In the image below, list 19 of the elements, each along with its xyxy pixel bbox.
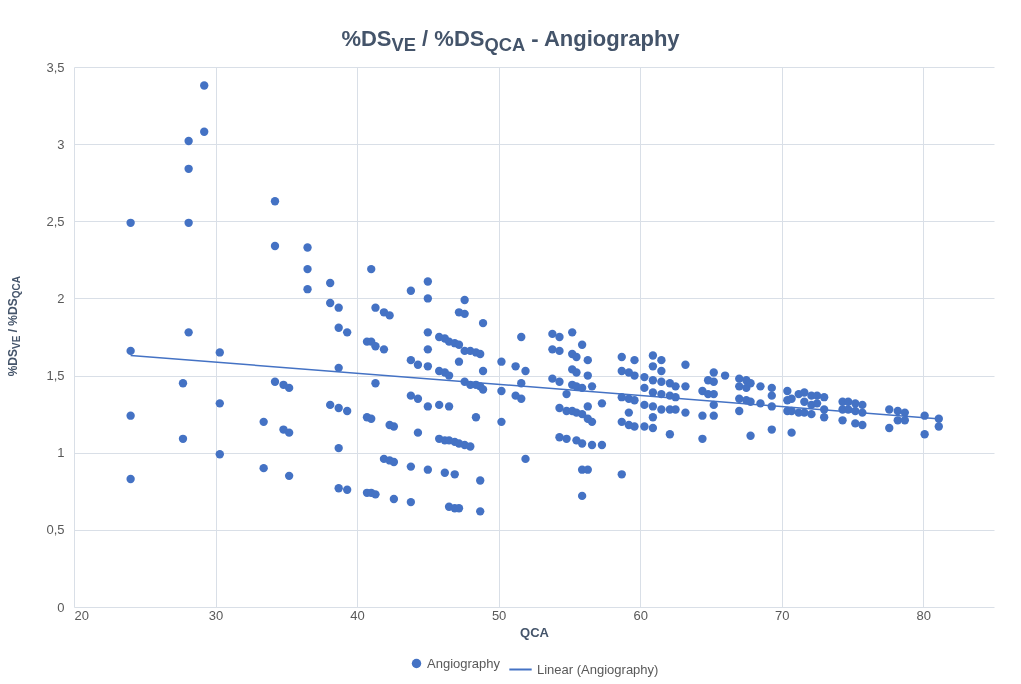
legend-label: Linear (Angiography) [537, 661, 659, 677]
x-tick-label: 20 [74, 607, 89, 623]
x-axis-title: QCA [520, 624, 550, 640]
x-tick-label: 60 [633, 607, 648, 623]
x-tick-label: 40 [350, 607, 365, 623]
y-tick-label: 2,5 [46, 213, 65, 229]
y-tick-label: 3 [57, 136, 65, 152]
x-tick-label: 50 [491, 607, 507, 623]
y-tick-label: 1,5 [46, 368, 65, 384]
x-tick-label: 80 [916, 607, 931, 623]
x-tick-label: 70 [774, 607, 790, 623]
y-tick-label: 0,5 [46, 522, 65, 538]
y-tick-label: 0 [57, 599, 65, 615]
x-tick-label: 30 [208, 607, 224, 623]
chart-title: %DS$_{VE}$ / %DS$_{QCA}$ - Angiography [340, 25, 681, 56]
y-tick-label: 3,5 [46, 59, 65, 75]
y-tick-label: 2 [57, 290, 65, 306]
legend-label: Angiography [427, 655, 501, 671]
y-tick-label: 1 [57, 445, 65, 461]
